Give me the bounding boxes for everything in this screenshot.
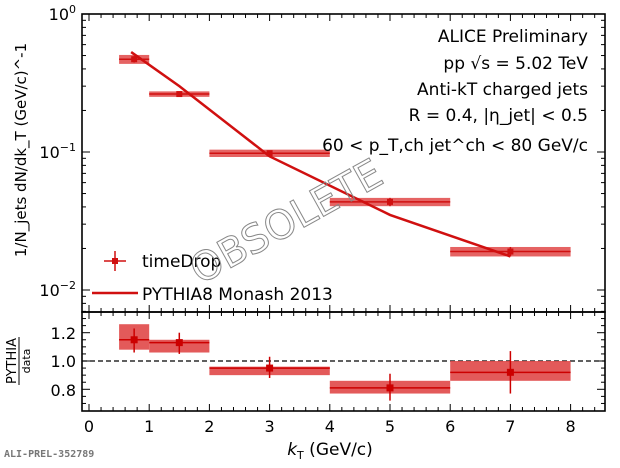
main-y-axis-label: 1/N_jets dN/dk_T (GeV/c)^-1 — [12, 43, 31, 257]
annotation-pt: 60 < p_T,ch jet^ch < 80 GeV/c — [322, 136, 588, 156]
legend-timedrop-label: timeDrop — [142, 252, 221, 272]
ratio-label-denominator: data — [20, 349, 33, 374]
ratio-panel-frame — [81, 311, 606, 412]
x-tick-label: 5 — [385, 417, 395, 436]
x-axis-label: kT (GeV/c) — [287, 440, 373, 462]
annotation-block: ALICE Preliminary pp √s = 5.02 TeV Anti-… — [322, 27, 588, 156]
ratio-point — [386, 384, 394, 392]
x-tick-label: 2 — [204, 417, 214, 436]
ratio-point — [266, 364, 274, 372]
ytick-label-1: 100 — [49, 3, 76, 24]
ratio-point — [506, 368, 514, 376]
figure-id-label: ALI-PREL-352789 — [4, 449, 94, 460]
ratio-ytick-0.8: 0.8 — [51, 381, 76, 400]
ratio-y-axis-label: PYTHIA data — [5, 337, 33, 385]
annotation-jets: Anti-kT charged jets — [417, 80, 588, 100]
data-point — [507, 248, 514, 255]
ratio-ytick-1.0: 1.0 — [51, 352, 76, 371]
ytick-label-0.1: 10−1 — [39, 141, 76, 162]
data-point — [387, 198, 393, 205]
ratio-point — [175, 339, 183, 347]
x-tick-label: 8 — [566, 417, 576, 436]
x-tick-label: 7 — [505, 417, 515, 436]
obsolete-watermark: OBSOLETE — [183, 151, 391, 294]
x-tick-label: 4 — [325, 417, 335, 436]
marks-layer — [82, 51, 605, 401]
x-tick-label: 0 — [84, 417, 94, 436]
ratio-ytick-1.2: 1.2 — [51, 324, 76, 343]
pythia-curve — [130, 51, 511, 258]
annotation-radius: R = 0.4, |η_jet| < 0.5 — [409, 106, 588, 126]
annotation-energy: pp √s = 5.02 TeV — [443, 54, 588, 74]
data-point — [266, 150, 273, 157]
x-tick-label: 3 — [265, 417, 275, 436]
x-tick-label: 6 — [445, 417, 455, 436]
x-tick-label: 1 — [144, 417, 154, 436]
legend-pythia-label: PYTHIA8 Monash 2013 — [142, 285, 333, 305]
legend-timedrop-marker — [112, 258, 118, 264]
x-tick-labels: 0 1 2 3 4 5 6 7 8 — [84, 417, 576, 436]
data-point — [176, 91, 183, 98]
legend: timeDrop PYTHIA8 Monash 2013 — [92, 251, 333, 305]
annotation-alice: ALICE Preliminary — [438, 27, 588, 47]
data-point — [131, 56, 138, 63]
ratio-label-numerator: PYTHIA — [5, 338, 20, 384]
ratio-point — [130, 336, 138, 344]
ytick-label-0.01: 10−2 — [39, 279, 76, 300]
